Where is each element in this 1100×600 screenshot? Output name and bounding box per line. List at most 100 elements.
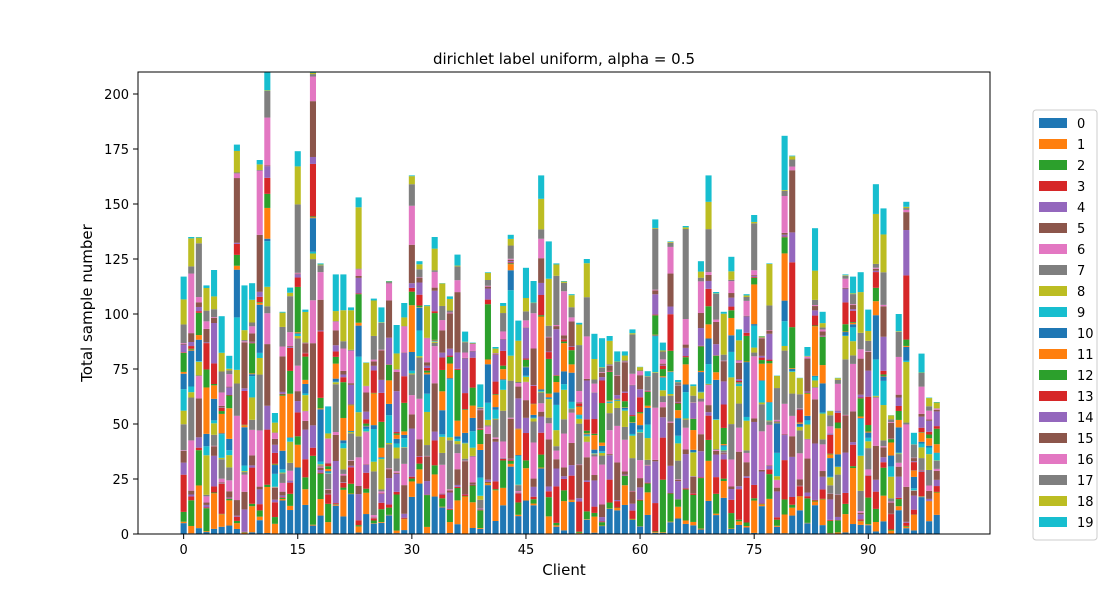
bar-segment (583, 419, 590, 431)
bar-segment (355, 356, 362, 413)
bar-segment (926, 420, 933, 432)
bar-segment (606, 371, 613, 372)
bar-segment (789, 170, 796, 233)
bar-segment (758, 380, 765, 381)
bar-segment (872, 267, 879, 269)
bar-segment (385, 444, 393, 469)
bar-segment (895, 427, 902, 453)
bar-segment (249, 506, 256, 533)
bar-segment (249, 326, 256, 334)
bar-segment (888, 498, 895, 502)
bar-segment (317, 467, 324, 470)
bar-segment (667, 314, 674, 351)
bar-segment (713, 344, 720, 356)
bar-segment (796, 510, 803, 534)
bar-segment (309, 525, 317, 534)
bar-segment (598, 377, 606, 381)
bar-segment (888, 501, 895, 503)
bar-segment (667, 522, 674, 534)
bar-segment (287, 437, 294, 442)
bar-segment (287, 332, 294, 346)
bar-segment (477, 407, 484, 408)
bar-segment (492, 490, 499, 521)
bar-segment (431, 271, 438, 288)
bar-segment (659, 342, 666, 351)
bar-segment (309, 425, 317, 448)
bar-segment (728, 499, 735, 514)
bar-segment (294, 401, 301, 413)
legend-swatch (1039, 391, 1067, 401)
bar-segment (606, 508, 613, 534)
bar-segment (553, 392, 560, 405)
bar-segment (484, 285, 491, 287)
bar-segment (834, 516, 841, 521)
bar-segment (659, 363, 666, 365)
bar-segment (233, 383, 240, 416)
bar-segment (545, 398, 552, 400)
bar-segment (309, 216, 317, 218)
bar-segment (370, 359, 377, 362)
bar-segment (880, 440, 887, 447)
bar-segment (469, 405, 476, 418)
bar-segment (614, 462, 621, 501)
bar-segment (416, 483, 423, 534)
bar-segment (203, 507, 210, 509)
bar-segment (454, 265, 461, 267)
bar-segment (211, 385, 218, 399)
bar-segment (598, 517, 606, 522)
bar-segment (690, 395, 697, 403)
bar-segment (180, 523, 187, 534)
bar-segment (667, 394, 674, 396)
bar-segment (211, 398, 218, 421)
bar-segment (720, 354, 727, 361)
bar-segment (211, 486, 218, 493)
x-tick-label: 15 (289, 543, 306, 558)
bar-segment (834, 466, 841, 475)
bar-segment (355, 526, 362, 533)
bar-segment (667, 521, 674, 523)
bar-segment (538, 389, 545, 391)
bar-segment (811, 500, 819, 502)
bar-segment (294, 204, 301, 273)
bar-segment (789, 415, 796, 437)
bar-segment (918, 471, 925, 472)
bar-segment (789, 504, 796, 508)
bar-segment (728, 513, 735, 529)
bar-segment (378, 522, 385, 534)
bar-segment (500, 339, 507, 351)
bar-segment (637, 478, 644, 488)
bar-segment (644, 371, 651, 377)
bar-segment (697, 529, 704, 534)
bar-segment (378, 491, 385, 494)
bar-segment (789, 159, 796, 167)
bar-segment (735, 360, 743, 363)
bar-segment (682, 344, 689, 348)
bar-segment (606, 371, 613, 401)
bar-segment (842, 452, 849, 493)
bar-segment (211, 317, 218, 324)
bar-segment (583, 336, 590, 379)
bar-segment (538, 295, 545, 316)
bar-segment (652, 531, 659, 533)
bar-segment (454, 368, 461, 370)
bar-segment (560, 419, 568, 434)
bar-segment (751, 270, 758, 276)
bar-segment (705, 405, 712, 413)
bar-segment (203, 446, 210, 456)
bar-segment (560, 343, 568, 372)
bar-segment (530, 417, 537, 419)
bar-segment (827, 426, 834, 434)
bar-segment (233, 515, 240, 517)
bar-segment (819, 327, 826, 330)
bar-segment (226, 408, 233, 439)
bar-segment (697, 277, 704, 282)
bar-segment (918, 458, 925, 470)
bar-segment (378, 322, 385, 350)
legend-swatch (1039, 370, 1067, 380)
bar-segment (477, 429, 484, 445)
bar-segment (211, 420, 218, 424)
bar-segment (439, 493, 446, 495)
bar-segment (872, 359, 879, 396)
bar-segment (621, 409, 628, 411)
bar-segment (294, 436, 301, 445)
